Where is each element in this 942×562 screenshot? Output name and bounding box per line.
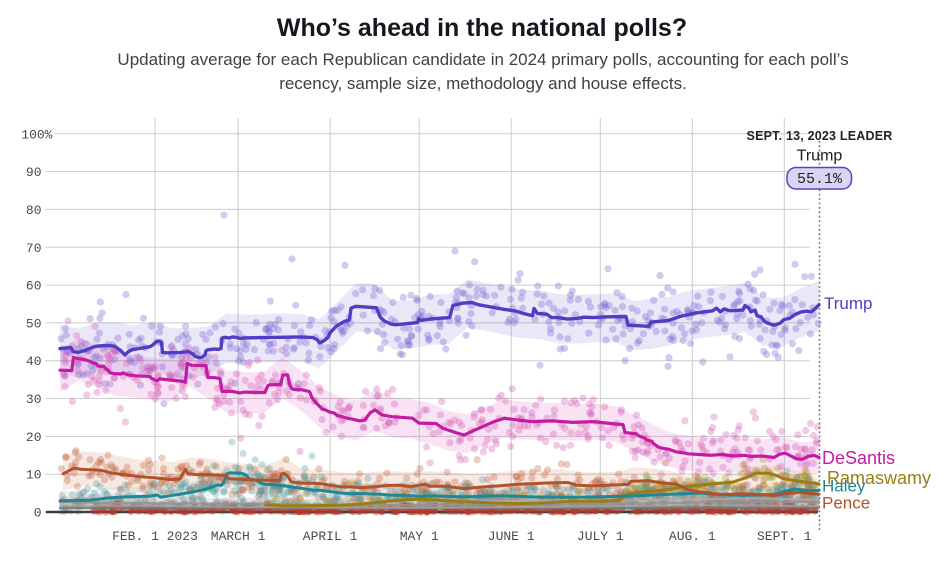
- svg-text:30: 30: [26, 392, 42, 407]
- svg-text:20: 20: [26, 430, 42, 445]
- svg-text:MARCH 1: MARCH 1: [211, 529, 266, 544]
- svg-text:Trump: Trump: [824, 294, 873, 313]
- svg-text:0: 0: [34, 506, 42, 521]
- svg-text:70: 70: [26, 241, 42, 256]
- svg-text:MAY 1: MAY 1: [400, 529, 439, 544]
- svg-text:JULY 1: JULY 1: [577, 529, 624, 544]
- svg-text:FEB. 1 2023: FEB. 1 2023: [112, 529, 198, 544]
- svg-text:AUG. 1: AUG. 1: [669, 529, 716, 544]
- svg-text:40: 40: [26, 354, 42, 369]
- svg-text:10: 10: [26, 468, 42, 483]
- svg-text:100%: 100%: [21, 127, 52, 142]
- svg-text:SEPT. 1: SEPT. 1: [757, 529, 812, 544]
- svg-text:Pence: Pence: [822, 494, 870, 513]
- svg-text:Haley: Haley: [822, 477, 866, 496]
- svg-text:SEPT. 13, 2023 LEADER: SEPT. 13, 2023 LEADER: [747, 129, 893, 143]
- svg-text:80: 80: [26, 203, 42, 218]
- svg-text:90: 90: [26, 165, 42, 180]
- svg-text:DeSantis: DeSantis: [822, 448, 895, 468]
- svg-text:JUNE 1: JUNE 1: [488, 529, 535, 544]
- svg-text:60: 60: [26, 279, 42, 294]
- svg-text:55.1%: 55.1%: [797, 171, 843, 188]
- svg-text:Trump: Trump: [797, 148, 843, 165]
- svg-text:APRIL 1: APRIL 1: [303, 529, 358, 544]
- svg-text:50: 50: [26, 316, 42, 331]
- svg-text:Ramaswamy: Ramaswamy: [827, 468, 931, 488]
